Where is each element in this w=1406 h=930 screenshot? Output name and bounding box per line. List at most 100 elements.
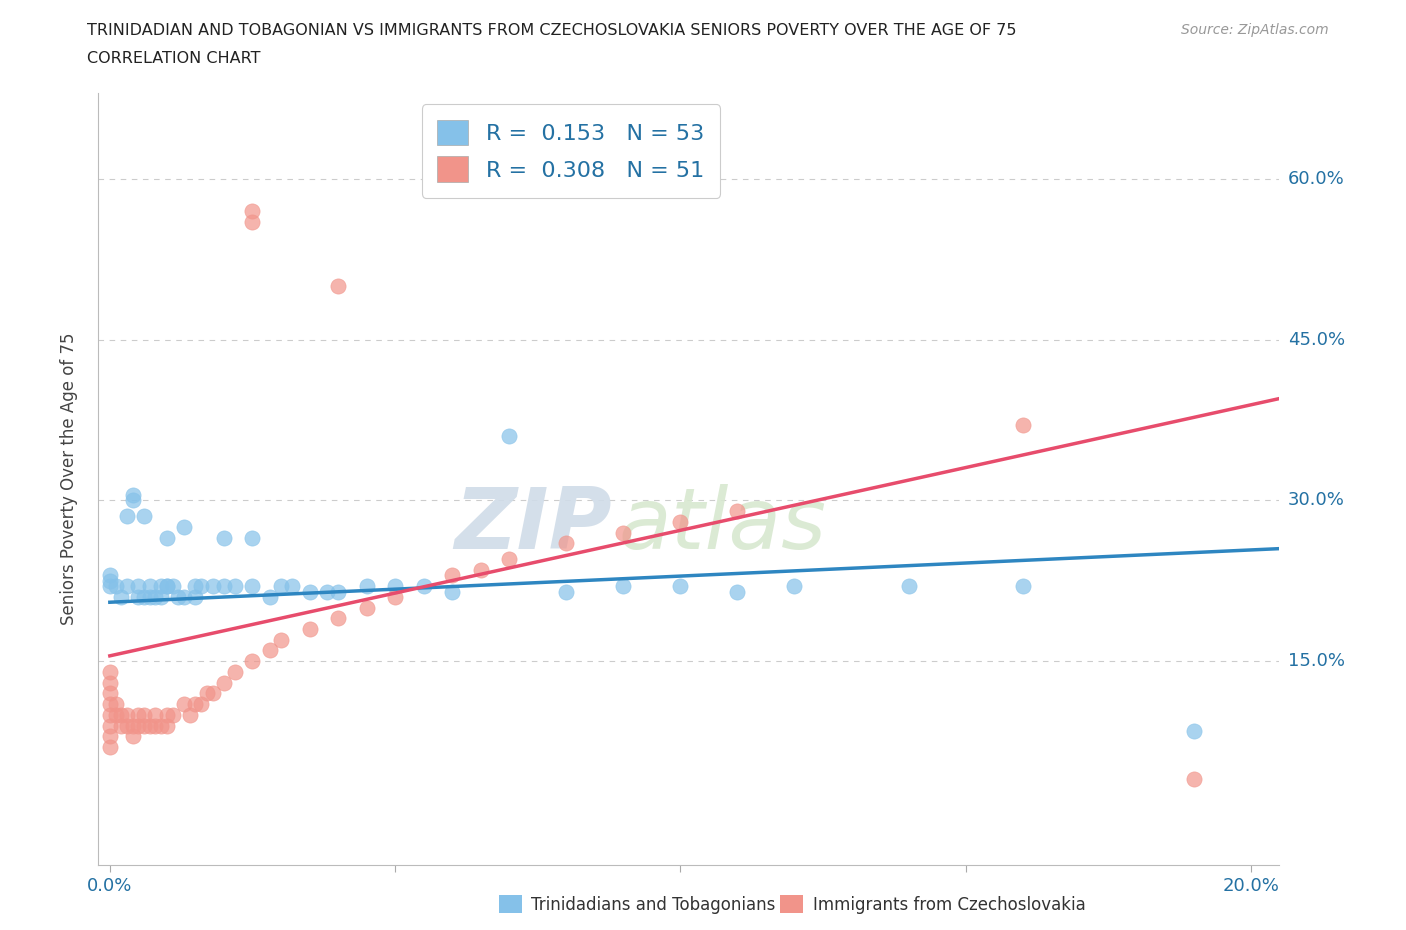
Point — [156, 578, 179, 593]
Y-axis label: Seniors Poverty Over the Age of 75: Seniors Poverty Over the Age of 75 — [59, 333, 77, 625]
Point — [173, 590, 195, 604]
Point — [190, 578, 212, 593]
Point — [127, 708, 149, 723]
Point — [115, 578, 138, 593]
Point — [110, 708, 132, 723]
Point — [173, 520, 195, 535]
Text: 15.0%: 15.0% — [1288, 652, 1344, 671]
Point — [132, 708, 155, 723]
Point — [190, 697, 212, 711]
Point — [1182, 772, 1205, 787]
Point — [110, 590, 132, 604]
Point — [156, 708, 179, 723]
Point — [224, 578, 246, 593]
Point — [298, 584, 321, 599]
Point — [384, 578, 406, 593]
Point — [669, 578, 692, 593]
Point — [242, 578, 264, 593]
Point — [98, 686, 121, 701]
Point — [98, 697, 121, 711]
Point — [412, 578, 434, 593]
Text: ZIP: ZIP — [454, 484, 612, 566]
Point — [212, 675, 235, 690]
Text: atlas: atlas — [619, 484, 827, 566]
Point — [150, 590, 173, 604]
Point — [555, 584, 578, 599]
Point — [98, 574, 121, 589]
Text: 30.0%: 30.0% — [1288, 491, 1344, 510]
Point — [270, 632, 292, 647]
Point — [145, 590, 167, 604]
Point — [110, 718, 132, 733]
Point — [897, 578, 920, 593]
Point — [115, 708, 138, 723]
Point — [98, 739, 121, 754]
Legend: R =  0.153   N = 53, R =  0.308   N = 51: R = 0.153 N = 53, R = 0.308 N = 51 — [422, 104, 720, 198]
Point — [98, 729, 121, 744]
Point — [173, 697, 195, 711]
Point — [139, 590, 162, 604]
Point — [98, 718, 121, 733]
Point — [384, 590, 406, 604]
Point — [315, 584, 337, 599]
Text: 45.0%: 45.0% — [1288, 330, 1346, 349]
Point — [555, 536, 578, 551]
Point — [145, 718, 167, 733]
Point — [441, 584, 464, 599]
Point — [725, 584, 748, 599]
Point — [121, 729, 143, 744]
Point — [127, 578, 149, 593]
Point — [201, 686, 224, 701]
Point — [98, 665, 121, 680]
Point — [470, 563, 492, 578]
Point — [201, 578, 224, 593]
Point — [242, 204, 264, 219]
Point — [132, 590, 155, 604]
Point — [139, 578, 162, 593]
Point — [783, 578, 806, 593]
Point — [132, 718, 155, 733]
Point — [156, 578, 179, 593]
Point — [270, 578, 292, 593]
Point — [259, 590, 281, 604]
Point — [184, 697, 207, 711]
Point — [298, 621, 321, 636]
Point — [242, 530, 264, 545]
Point — [612, 525, 634, 540]
Point — [669, 514, 692, 529]
Point — [195, 686, 218, 701]
Text: 60.0%: 60.0% — [1288, 170, 1344, 188]
Point — [326, 584, 349, 599]
Point — [121, 493, 143, 508]
Point — [326, 279, 349, 294]
Point — [150, 578, 173, 593]
Point — [121, 487, 143, 502]
Point — [242, 654, 264, 669]
Point — [150, 718, 173, 733]
Point — [167, 590, 190, 604]
Point — [184, 578, 207, 593]
Point — [115, 718, 138, 733]
Point — [145, 708, 167, 723]
Point — [1011, 418, 1033, 432]
Point — [132, 509, 155, 524]
Point — [498, 551, 520, 566]
Point — [259, 643, 281, 658]
Point — [356, 578, 378, 593]
Point — [612, 578, 634, 593]
Point — [224, 665, 246, 680]
Point — [156, 530, 179, 545]
Point — [326, 611, 349, 626]
Text: CORRELATION CHART: CORRELATION CHART — [87, 51, 260, 66]
Point — [441, 568, 464, 583]
Point — [212, 578, 235, 593]
Point — [98, 675, 121, 690]
Point — [1011, 578, 1033, 593]
Point — [498, 429, 520, 444]
Point — [212, 530, 235, 545]
Point — [242, 214, 264, 229]
Point — [162, 708, 184, 723]
Point — [104, 697, 127, 711]
Text: Trinidadians and Tobagonians: Trinidadians and Tobagonians — [531, 896, 776, 914]
Point — [184, 590, 207, 604]
